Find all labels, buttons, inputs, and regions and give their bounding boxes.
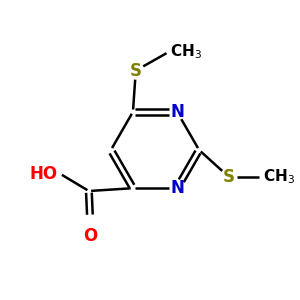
Text: N: N — [170, 103, 184, 121]
Text: O: O — [83, 226, 98, 244]
Text: HO: HO — [29, 165, 58, 183]
Text: CH$_3$: CH$_3$ — [263, 168, 295, 186]
Text: S: S — [130, 61, 142, 80]
Text: CH$_3$: CH$_3$ — [170, 43, 202, 61]
Text: N: N — [170, 179, 184, 197]
Text: S: S — [223, 168, 235, 186]
